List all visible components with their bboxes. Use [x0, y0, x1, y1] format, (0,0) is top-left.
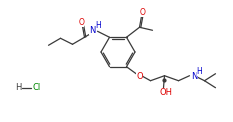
Text: H: H [15, 83, 21, 92]
Text: O: O [79, 18, 84, 27]
Text: Cl: Cl [33, 83, 41, 92]
Text: N: N [192, 72, 198, 81]
Text: H: H [196, 67, 202, 76]
Text: N: N [89, 26, 96, 35]
Text: H: H [96, 21, 101, 30]
Text: OH: OH [159, 88, 172, 97]
Text: O: O [136, 72, 143, 81]
Text: O: O [140, 8, 145, 17]
